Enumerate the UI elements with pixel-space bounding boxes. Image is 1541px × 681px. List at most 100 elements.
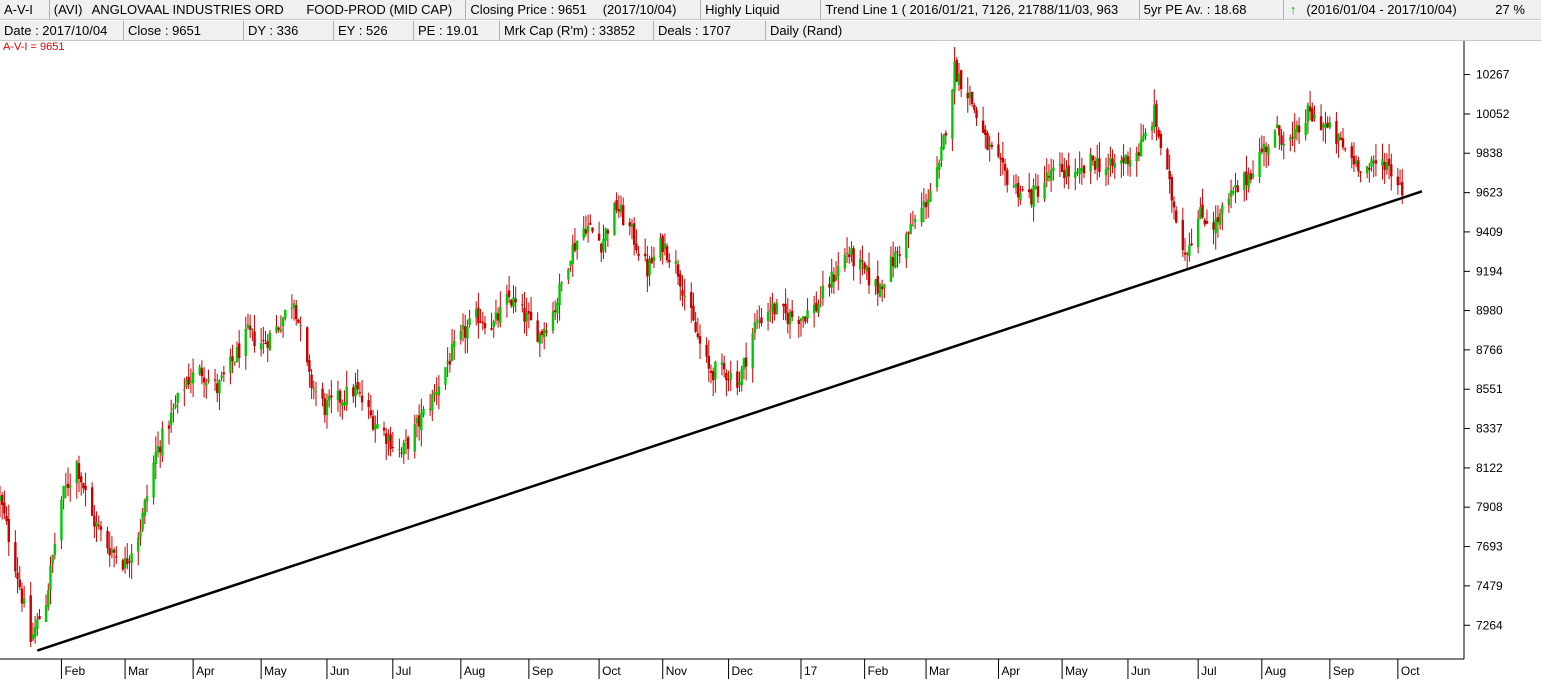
price-chart: 10267 10052 9838 9623 9409 9194 8980 8766 8551 83… [0,41,1510,679]
candle-down [999,157,1002,160]
candle-up [415,418,419,424]
candle-up [1229,190,1233,198]
candle-down [1183,252,1187,255]
candle-up [663,243,667,249]
candle-up [905,233,908,259]
candle-up [940,146,943,161]
candle-up [834,275,838,281]
candle-down [82,482,85,489]
candle-up [53,543,57,555]
candle-up [569,260,572,267]
candle-up [246,324,250,328]
candle-down [876,276,879,294]
candle-up [935,167,939,188]
candle-down [338,390,342,403]
candle-down [371,416,375,430]
candle-up [183,389,186,391]
price-overlay-label: A-V-I = 9651 [3,41,64,53]
candle-down [1027,189,1031,193]
candle-down [66,483,70,489]
candle-down [722,363,726,370]
candle-up [492,321,495,328]
candle-up [268,332,272,350]
candle-up [69,484,72,488]
candle-down [986,132,989,150]
candle-up [1058,164,1062,166]
candle-up [428,408,432,411]
candle-up [729,372,732,381]
candle-up [172,408,175,410]
candle-down [1111,158,1114,167]
candle-up [431,394,434,411]
candle-up [1104,168,1108,176]
stats-bar: Date : 2017/10/04 Close : 9651 DY : 336 … [0,21,1541,41]
candle-down [696,333,700,337]
candle-up [819,301,822,303]
candle-down [896,251,899,253]
x-tick-label: Apr [1001,664,1020,678]
candle-down [1390,164,1393,177]
candle-down [79,476,83,483]
candle-down [694,322,697,332]
pe-average: 5yr PE Av. : 18.68 [1140,0,1284,19]
candle-up [1293,129,1296,139]
candle-down [1157,129,1160,137]
y-tick-label: 8980 [1476,304,1503,318]
candle-down [1063,170,1066,179]
candle-up [1089,153,1092,172]
candle-up [1150,126,1154,131]
candle-down [1368,167,1371,170]
candle-up [1282,143,1285,146]
candle-down [126,558,129,565]
candle-up [714,361,717,380]
header-bar: A-V-I (AVI) ANGLOVAAL INDUSTRIES ORD FOO… [0,0,1541,20]
closing-price: Closing Price : 9651 [470,1,587,17]
candle-down [852,248,855,267]
candle-down [1401,182,1404,196]
candle-up [929,190,932,202]
candle-down [1155,103,1158,128]
candle-up [674,261,678,264]
candle-up [437,386,441,396]
candle-down [861,260,864,262]
x-tick-label: Feb [868,664,889,678]
candle-up [1106,167,1110,170]
candle-up [1043,182,1046,200]
candle-up [683,295,686,298]
candle-up [75,461,79,484]
candle-up [613,202,616,236]
x-tick-label: Sep [532,664,554,678]
candle-up [942,134,945,150]
candle-down [975,109,978,118]
candle-up [176,392,179,403]
candle-up [1096,158,1099,168]
stat-date: Date : 2017/10/04 [0,21,124,40]
candle-down [1308,106,1312,112]
candle-up [450,344,454,362]
candle-down [1216,217,1220,223]
y-tick-label: 7479 [1476,579,1503,593]
candle-down [295,305,298,320]
candle-up [538,333,542,344]
candle-down [880,286,884,290]
candle-up [251,328,254,331]
candle-down [389,434,392,450]
candle-down [310,374,313,389]
candle-up [604,228,607,241]
x-tick-label: Jul [1201,664,1216,678]
candle-up [60,499,63,541]
candle-up [154,451,158,464]
y-tick-label: 10052 [1476,107,1510,121]
candle-down [514,298,517,303]
candle-up [1267,146,1270,156]
candle-up [110,549,114,553]
candle-down [804,316,807,322]
candle-down [237,343,241,359]
candle-down [1396,176,1400,186]
candle-down [1311,108,1314,122]
candle-down [1203,220,1206,225]
candle-down [1122,157,1125,163]
candle-down [891,257,895,267]
candle-up [191,372,195,384]
x-tick-label: May [264,664,287,678]
